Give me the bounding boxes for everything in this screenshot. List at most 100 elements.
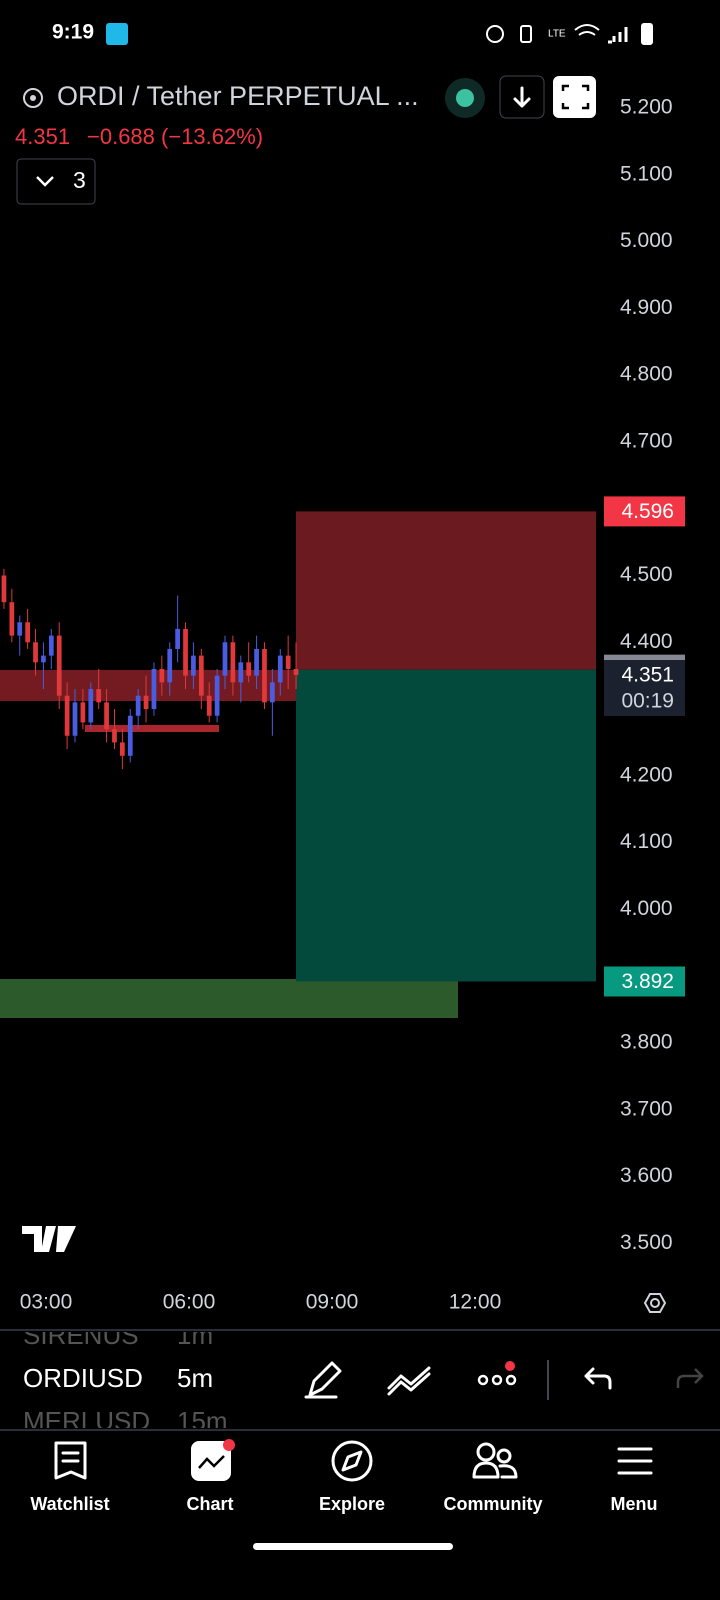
- candle-body: [246, 662, 252, 676]
- candle-body: [64, 695, 70, 736]
- candle-body: [222, 642, 228, 676]
- price-tag: [604, 966, 685, 997]
- candle-body: [135, 695, 141, 716]
- symbol-header[interactable]: ORDI / Tether PERPETUAL ...: [23, 81, 419, 111]
- candle-body: [167, 648, 173, 683]
- nav-label[interactable]: Chart: [186, 1494, 233, 1514]
- candle-body: [151, 668, 157, 710]
- candle-body: [191, 655, 196, 676]
- interval-option[interactable]: 15m: [177, 1406, 228, 1436]
- undo[interactable]: [584, 1367, 612, 1390]
- fullscreen-button[interactable]: [553, 76, 596, 118]
- last-price: 4.351: [15, 124, 70, 149]
- interval-option[interactable]: 5m: [177, 1363, 213, 1393]
- candle-body: [72, 702, 78, 736]
- candle-body: [96, 689, 102, 703]
- candle-body: [293, 668, 299, 675]
- nav-community[interactable]: Community: [444, 1442, 543, 1514]
- trend-tool[interactable]: [387, 1366, 431, 1396]
- y-tick-label: 4.100: [620, 830, 673, 853]
- candle-body: [143, 695, 149, 710]
- price-tag-label: 4.351: [621, 664, 674, 687]
- candle-body: [33, 642, 38, 663]
- redo[interactable]: [676, 1368, 704, 1388]
- nav-menu[interactable]: Menu: [611, 1447, 658, 1514]
- y-tick-label: 3.800: [620, 1030, 673, 1053]
- countdown: 00:19: [621, 690, 674, 713]
- x-tick-label: 09:00: [306, 1291, 359, 1314]
- candle-body: [104, 702, 109, 730]
- x-tick-label: 12:00: [449, 1291, 502, 1314]
- symbol-option[interactable]: MERLUSD: [23, 1406, 150, 1436]
- y-tick-label: 4.700: [620, 430, 673, 453]
- candle-body: [238, 662, 244, 683]
- candle-body: [48, 635, 54, 656]
- app-icon: [106, 23, 128, 45]
- lte-icon: LTE: [548, 29, 566, 40]
- candle-body: [159, 668, 165, 683]
- candle-body: [120, 742, 125, 756]
- y-tick-label: 5.100: [620, 162, 673, 185]
- y-tick-label: 4.900: [620, 296, 673, 319]
- price-tag-label: 3.892: [621, 970, 674, 993]
- y-tick-label: 3.600: [620, 1164, 673, 1187]
- market-status: [456, 89, 474, 107]
- candle-body: [206, 695, 212, 716]
- chevron: [36, 176, 54, 187]
- candle-body: [25, 622, 30, 643]
- candle-body: [80, 702, 86, 723]
- nav-watchlist[interactable]: Watchlist: [30, 1441, 110, 1514]
- price-change: −0.688 (−13.62%): [87, 124, 263, 149]
- nav-label[interactable]: Community: [444, 1494, 543, 1514]
- axis-settings-dot: [650, 1298, 660, 1308]
- candle-body: [198, 655, 204, 696]
- x-tick-label: 03:00: [20, 1291, 73, 1314]
- candle-body: [127, 715, 133, 756]
- price-tag: [604, 496, 685, 527]
- candle-body: [112, 729, 117, 743]
- candle-body: [88, 689, 94, 723]
- axis-settings[interactable]: [643, 1293, 667, 1313]
- y-tick-label: 5.200: [620, 96, 673, 119]
- price-tag-label: 4.596: [621, 500, 674, 523]
- status-icons: [486, 23, 653, 45]
- indicators-toggle[interactable]: [16, 158, 96, 205]
- fullscreen-icon: [561, 84, 590, 110]
- y-tick-label: 4.200: [620, 763, 673, 786]
- candle-body: [56, 635, 62, 696]
- candle-body: [277, 655, 283, 683]
- indicator-count: 3: [73, 167, 86, 193]
- y-tick-label: 4.000: [620, 897, 673, 920]
- y-tick-label: 5.000: [620, 229, 673, 252]
- candle-body: [1, 575, 7, 603]
- symbol-picker[interactable]: SIRENUS ORDIUSD MERLUSD 1m 5m 15m: [23, 1320, 228, 1436]
- y-tick-label: 3.700: [620, 1097, 673, 1120]
- y-tick-label: 3.500: [620, 1231, 673, 1254]
- nav-label[interactable]: Menu: [611, 1494, 658, 1514]
- download-icon: [513, 86, 531, 108]
- symbol-option[interactable]: ORDIUSD: [23, 1363, 143, 1393]
- target-zone: [296, 669, 596, 982]
- nav-label[interactable]: Explore: [319, 1494, 385, 1514]
- interval-option[interactable]: 1m: [177, 1320, 213, 1350]
- support-band: [0, 979, 458, 1018]
- nav-chart[interactable]: Chart: [186, 1439, 235, 1514]
- drawn-line: [85, 725, 219, 732]
- home-indicator: [253, 1543, 453, 1550]
- draw-tool[interactable]: [304, 1361, 342, 1399]
- clock: 9:19: [52, 21, 94, 44]
- stop-zone: [296, 511, 596, 670]
- nav-explore[interactable]: Explore: [319, 1440, 385, 1514]
- candle-body: [9, 602, 15, 636]
- symbol-option[interactable]: SIRENUS: [23, 1320, 139, 1350]
- candle-body: [175, 628, 180, 649]
- candle-body: [183, 628, 188, 676]
- candle-body: [270, 682, 275, 703]
- symbol-name[interactable]: ORDI / Tether PERPETUAL ...: [57, 81, 419, 111]
- y-tick-label: 4.400: [620, 630, 673, 653]
- candle-body: [41, 655, 46, 663]
- nav-label[interactable]: Watchlist: [30, 1494, 109, 1514]
- candle-body: [285, 655, 291, 669]
- more-tools[interactable]: [477, 1374, 517, 1386]
